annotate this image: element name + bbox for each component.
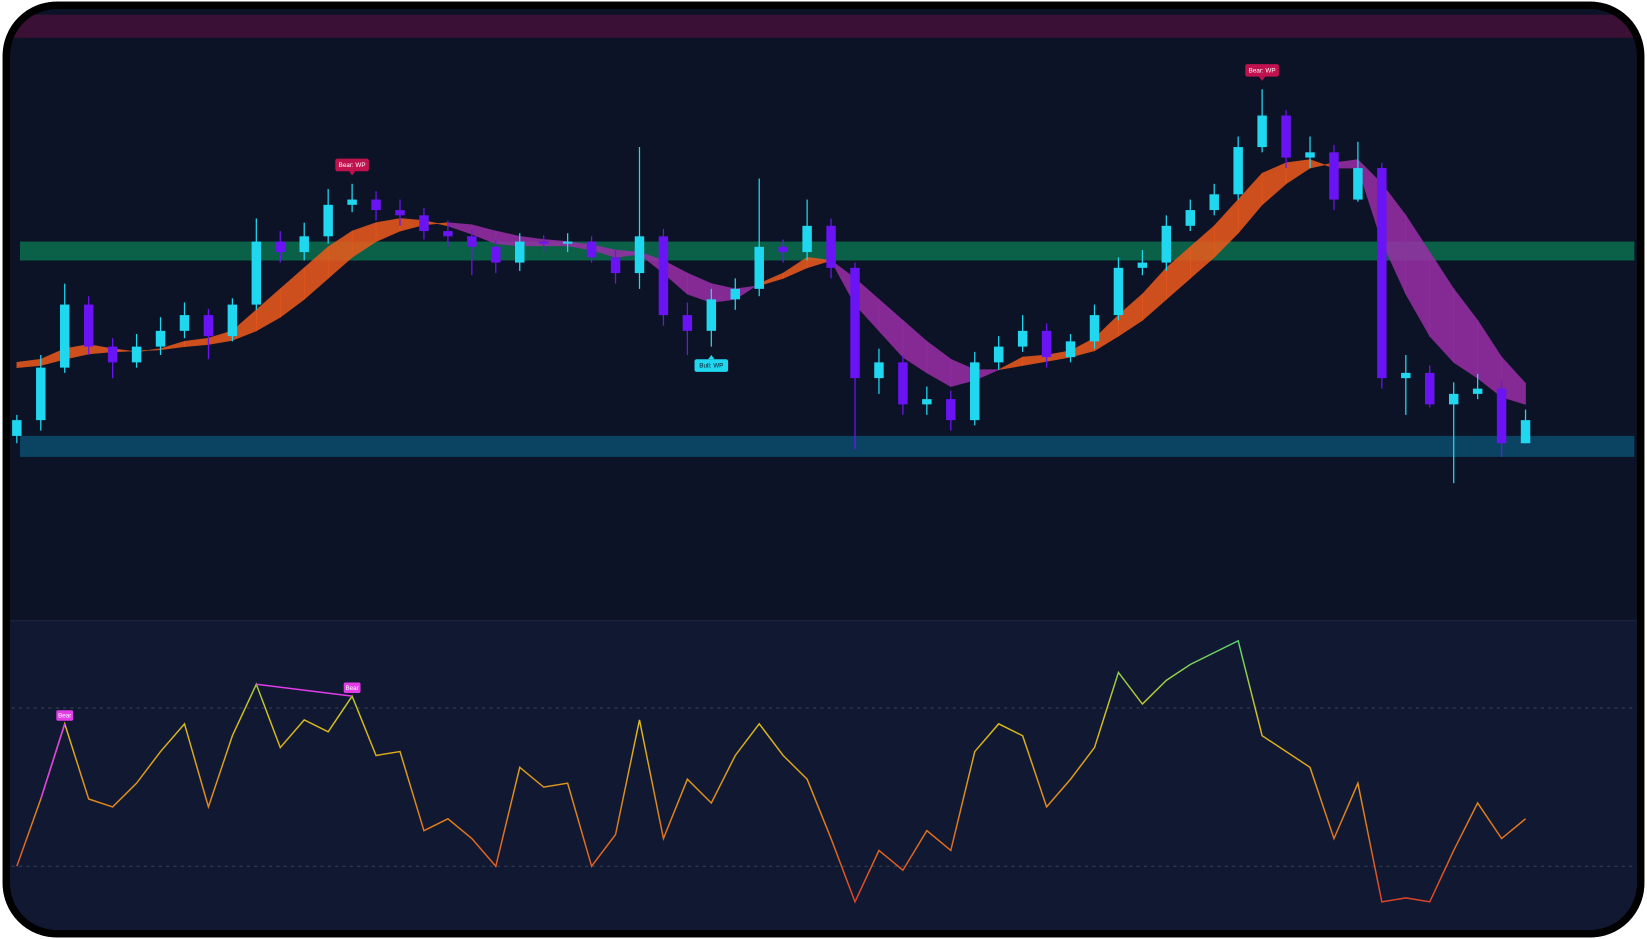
candle-body: [467, 236, 477, 247]
candle-body: [922, 399, 932, 405]
annotation-label: Bull: WP: [699, 363, 723, 370]
candle-body: [850, 267, 860, 379]
candle-body: [610, 257, 621, 274]
candle-body: [826, 225, 836, 268]
candle-body: [179, 315, 190, 331]
candle-body: [251, 241, 262, 305]
divergence-label: Bear: [58, 713, 71, 720]
candle-body: [802, 225, 812, 253]
candle-body: [1161, 225, 1172, 263]
candle-body: [1305, 152, 1315, 158]
candle-body: [60, 304, 70, 368]
candle-body: [83, 304, 94, 347]
candle-body: [1209, 194, 1219, 211]
divergence-box: [56, 710, 74, 721]
candle-body: [1496, 388, 1507, 444]
candle-body: [299, 236, 309, 253]
divergence-label: Bear: [345, 685, 358, 692]
candle-body: [1185, 210, 1196, 226]
candle-body: [1017, 330, 1028, 347]
ribbon-segment: [806, 256, 832, 269]
annotation-box: [335, 158, 369, 172]
candle-body: [1425, 372, 1435, 405]
annotation-pointer: [1258, 76, 1266, 81]
annotation-pointer: [348, 171, 356, 176]
candle-body: [1329, 152, 1339, 200]
top-banner: [6, 14, 1641, 38]
candle-body: [658, 236, 669, 316]
candle-body: [275, 241, 285, 253]
candle-body: [1520, 420, 1531, 444]
candle-body: [323, 204, 333, 237]
candle-body: [993, 346, 1004, 363]
candle-body: [131, 346, 142, 363]
candle-body: [419, 215, 429, 232]
candle-body: [1401, 372, 1411, 379]
oscillator-line: [16, 639, 1527, 904]
candle-body: [682, 315, 693, 331]
candle-body: [227, 304, 238, 337]
candle-body: [443, 231, 453, 237]
plot: Bear: WP Bull: WP Bear: WP Bear Bear: [11, 64, 1636, 904]
candle-body: [203, 315, 214, 337]
candle-body: [1113, 267, 1124, 316]
candle-body: [874, 362, 884, 379]
annotation-box: [1245, 64, 1279, 77]
candle-body: [371, 199, 381, 211]
candle-body: [1041, 330, 1052, 358]
candle-body: [12, 420, 22, 436]
divergence-box: [343, 682, 361, 694]
candle-body: [634, 236, 645, 274]
candle-body: [586, 241, 597, 258]
candle-body: [107, 346, 118, 363]
candle-body: [970, 362, 980, 421]
candle-body: [1281, 115, 1291, 158]
candle-body: [754, 246, 764, 289]
annotation-label: Bear: WP: [1249, 68, 1276, 75]
candle-body: [155, 330, 166, 347]
candle-body: [1233, 147, 1243, 195]
candle-body: [1137, 262, 1148, 268]
candle-body: [1377, 168, 1387, 379]
candle-body: [1353, 168, 1363, 200]
candle-body: [538, 241, 549, 244]
candle-body: [1448, 393, 1459, 405]
candle-body: [1472, 388, 1483, 394]
candle-body: [898, 362, 908, 405]
candle-body: [491, 246, 501, 263]
candle-body: [1065, 341, 1076, 358]
candle-body: [778, 246, 788, 253]
annotation-label: Bear: WP: [339, 162, 366, 169]
ribbon-segment: [1501, 356, 1526, 405]
oscillator-pane: [6, 619, 1641, 934]
candle-body: [706, 299, 717, 331]
annotation-pointer: [708, 355, 715, 360]
candle-body: [730, 288, 740, 300]
divergence-line: [256, 683, 353, 697]
candle-body: [347, 199, 357, 205]
zone: [19, 435, 1635, 457]
candle-body: [562, 241, 573, 244]
candle-body: [946, 399, 956, 421]
candle-body: [36, 367, 46, 421]
annotation-box: [694, 359, 729, 372]
candle-body: [1089, 315, 1100, 342]
candle-body: [1257, 115, 1267, 148]
candle-body: [515, 241, 525, 263]
candle-body: [395, 210, 405, 216]
divergence-line: [40, 723, 66, 800]
